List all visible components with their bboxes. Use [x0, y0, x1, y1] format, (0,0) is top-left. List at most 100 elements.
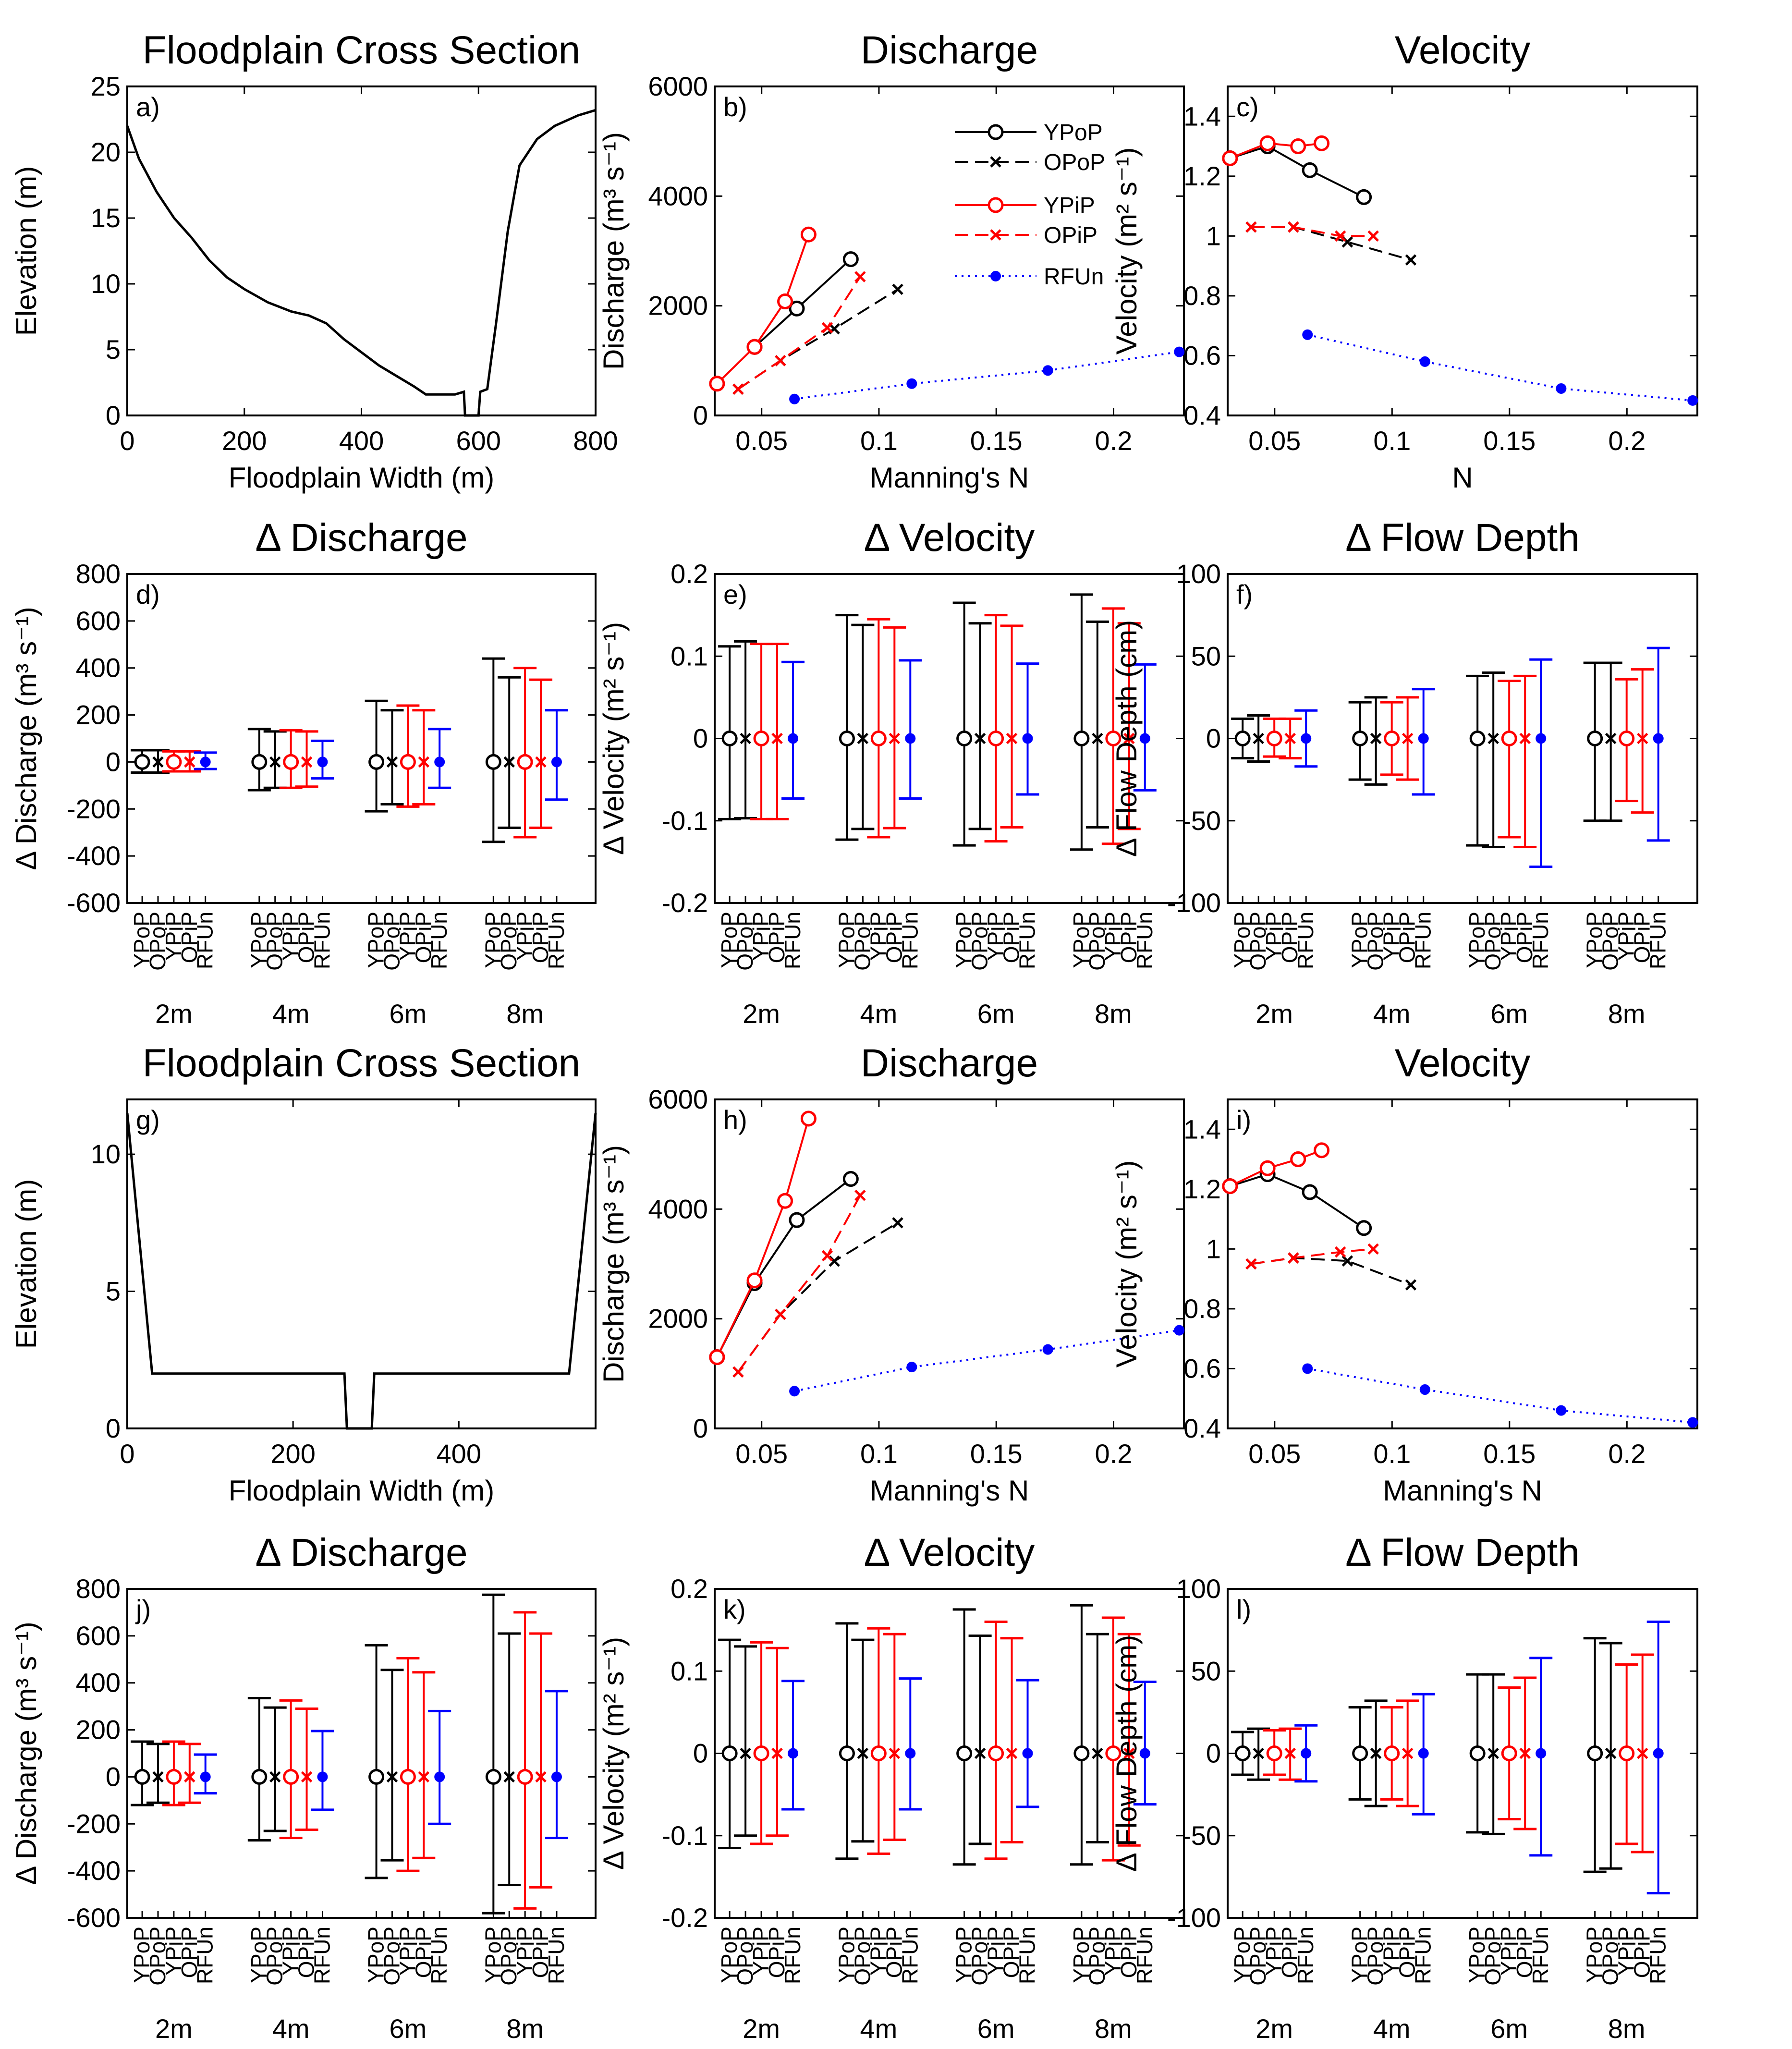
y-tick-label: 400	[76, 653, 121, 683]
x-tick-label: 0.2	[1095, 1439, 1133, 1469]
data-point-OPiP	[1245, 221, 1257, 233]
category-label: YPoP	[364, 912, 389, 968]
category-label: YPoP	[1230, 912, 1255, 968]
group-label: 8m	[506, 2013, 544, 2044]
data-point-OPoP	[892, 283, 903, 295]
y-tick-label: 200	[76, 700, 121, 730]
panel-tag: h)	[723, 1105, 747, 1135]
axes-frame	[126, 573, 597, 904]
category-label: RFUn	[193, 1927, 218, 1984]
series-line-RFUn	[1307, 333, 1693, 402]
category-label: OPoP	[1480, 912, 1505, 971]
category-label: OPoP	[1598, 1927, 1623, 1986]
category-label: OPoP	[967, 912, 992, 971]
error-center-YPoP	[1073, 1745, 1090, 1761]
category-label: YPiP	[278, 1927, 303, 1976]
y-tick-label: 20	[91, 137, 121, 167]
error-center-OPiP	[889, 1747, 901, 1759]
error-center-OPiP	[1006, 1747, 1018, 1759]
y-axis-label: Elevation (m)	[10, 166, 42, 336]
y-tick-label: 1.4	[1183, 1114, 1221, 1144]
y-tick-label: 800	[76, 559, 121, 589]
category-label: RFUn	[427, 912, 451, 969]
series-line-RFUn	[1307, 1367, 1693, 1424]
legend-label-OPoP: OPoP	[1044, 150, 1105, 175]
category-label: OPoP	[1480, 1927, 1505, 1986]
category-label: YPoP	[717, 912, 742, 968]
y-tick-label: 0	[106, 746, 121, 777]
error-center-OPoP	[1370, 732, 1382, 744]
category-label: YPiP	[1100, 1927, 1125, 1976]
data-point-RFUn	[789, 1386, 800, 1397]
error-center-RFUn	[317, 1771, 328, 1782]
category-label: RFUn	[897, 1927, 922, 1984]
data-point-RFUn	[789, 393, 800, 404]
category-label: YPiP	[1261, 1927, 1286, 1976]
error-center-RFUn	[434, 1771, 445, 1782]
category-label: RFUn	[1015, 1927, 1040, 1984]
x-tick-label: 0.15	[970, 1439, 1023, 1469]
panel-tag: a)	[136, 92, 160, 122]
error-center-OPiP	[1519, 1747, 1531, 1759]
error-center-OPoP	[1092, 1747, 1103, 1759]
group-label: 8m	[1608, 2013, 1646, 2044]
error-center-YPiP	[166, 754, 182, 770]
x-tick-label: 0.15	[1483, 1439, 1536, 1469]
category-label: YPiP	[866, 912, 890, 961]
category-label: YPiP	[395, 912, 420, 961]
error-center-YPiP	[400, 1768, 416, 1785]
error-center-OPoP	[152, 756, 164, 768]
error-center-RFUn	[1653, 733, 1664, 744]
category-label: YPoP	[129, 912, 154, 968]
error-center-RFUn	[1653, 1748, 1664, 1759]
error-center-OPiP	[1636, 1747, 1648, 1759]
error-center-YPiP	[988, 1745, 1004, 1761]
error-center-YPoP	[1352, 731, 1368, 746]
category-label: RFUn	[544, 1927, 569, 1984]
data-point-YPiP	[1314, 135, 1330, 151]
legend-label-YPiP: YPiP	[1044, 193, 1095, 219]
error-center-RFUn	[200, 756, 211, 768]
category-label: OPiP	[1116, 912, 1141, 963]
y-tick-label: 400	[76, 1668, 121, 1698]
panel-tag: i)	[1236, 1105, 1251, 1135]
error-center-YPoP	[839, 731, 855, 746]
y-tick-label: 2000	[648, 1304, 708, 1334]
error-center-YPiP	[1105, 1745, 1122, 1761]
y-tick-label: 1	[1206, 220, 1221, 251]
y-tick-label: -600	[67, 888, 121, 918]
category-label: OPiP	[999, 912, 1024, 963]
group-label: 8m	[1608, 999, 1646, 1029]
group-label: 2m	[1256, 999, 1293, 1029]
category-label: OPoP	[732, 912, 757, 971]
category-label: OPoP	[967, 1927, 992, 1986]
error-center-RFUn	[905, 1748, 916, 1759]
group-label: 6m	[1490, 999, 1528, 1029]
category-label: OPiP	[881, 1927, 906, 1978]
category-label: RFUn	[897, 912, 922, 969]
series-line-YPiP	[1230, 142, 1322, 159]
data-point-OPiP	[1367, 1243, 1379, 1255]
category-label: OPoP	[850, 1927, 875, 1986]
error-center-OPiP	[1402, 1747, 1414, 1759]
error-center-YPiP	[1105, 731, 1122, 746]
category-label: YPoP	[364, 1927, 389, 1983]
data-point-OPiP	[1288, 221, 1299, 233]
category-label: OPiP	[881, 912, 906, 963]
data-point-YPoP	[1302, 1184, 1318, 1200]
category-label: YPiP	[395, 1927, 420, 1976]
category-label: OPiP	[528, 912, 553, 963]
error-center-YPoP	[485, 754, 501, 770]
y-tick-label: 50	[1191, 1656, 1221, 1686]
error-center-OPoP	[503, 756, 515, 768]
error-center-OPiP	[889, 732, 901, 744]
error-center-RFUn	[200, 1771, 211, 1782]
x-tick-label: 0.1	[860, 426, 898, 456]
chart-c: Velocity 0.4 0.6 0.8 1 1.2 1.4 c) Velocity (m² s…	[1110, 28, 1698, 494]
y-tick-label: 0	[1206, 1738, 1221, 1768]
error-center-OPiP	[184, 756, 195, 768]
error-center-YPoP	[839, 1745, 855, 1761]
data-point-YPiP	[746, 339, 763, 355]
x-axis-label: Floodplain Width (m)	[229, 1475, 495, 1507]
error-center-YPiP	[1384, 731, 1400, 746]
